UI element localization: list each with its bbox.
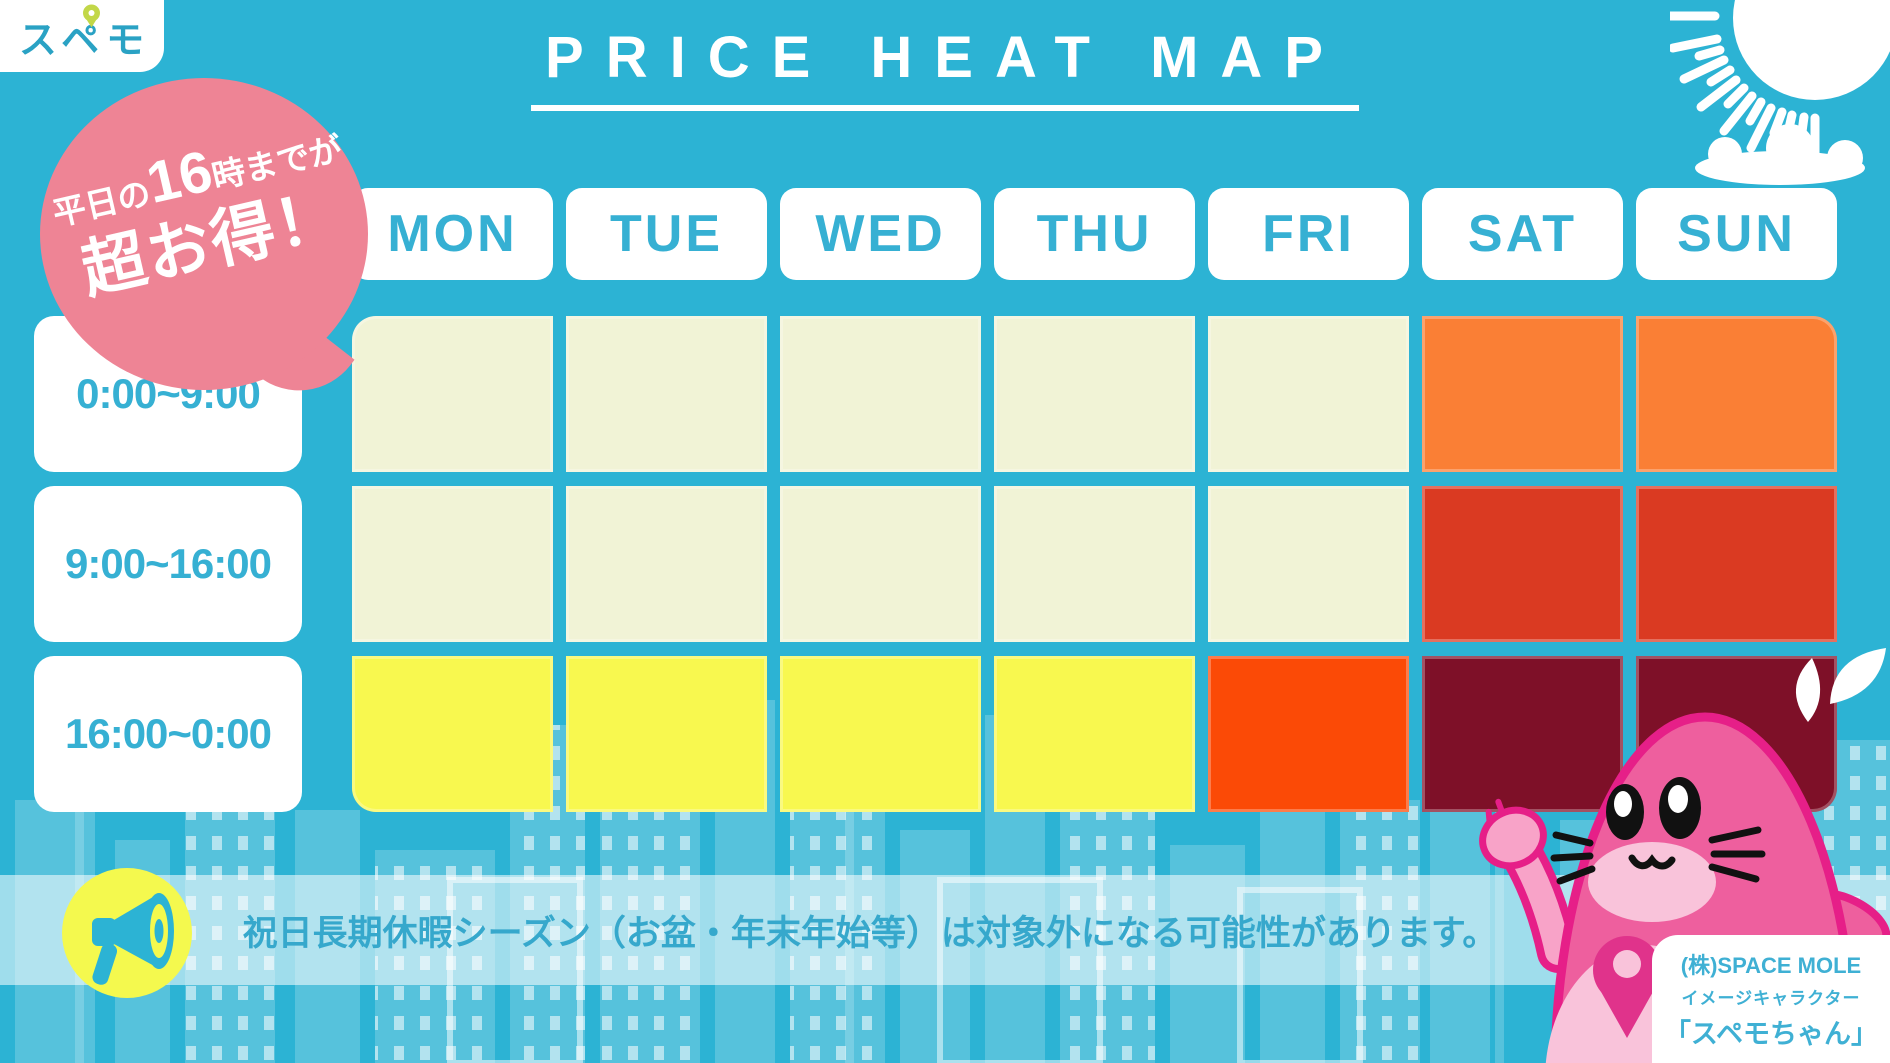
heat-cell-fri-2 <box>1208 656 1409 812</box>
sweat-drop-icon <box>1830 648 1886 704</box>
day-header-sun: SUN <box>1636 188 1837 280</box>
promo-line1-number: 16 <box>140 138 219 217</box>
heat-cell-sun-1 <box>1636 486 1837 642</box>
logo-badge: スペモ <box>0 0 164 72</box>
heat-cell-mon-0 <box>352 316 553 472</box>
heat-cell-wed-1 <box>780 486 981 642</box>
time-slot-2: 16:00~0:00 <box>34 656 302 812</box>
day-header-row: MON TUE WED THU FRI SAT SUN <box>352 188 1837 280</box>
notice-text: 祝日長期休暇シーズン（お盆・年末年始等）は対象外になる可能性があります。 <box>242 913 1498 953</box>
character-role: イメージキャラクター <box>1681 989 1861 1008</box>
heat-cell-wed-0 <box>780 316 981 472</box>
heat-cell-tue-1 <box>566 486 767 642</box>
logo-text: スペモ <box>18 19 152 62</box>
sweat-drop-icon <box>1795 658 1821 722</box>
day-header-fri: FRI <box>1208 188 1409 280</box>
day-header-tue: TUE <box>566 188 767 280</box>
heat-cell-sat-1 <box>1422 486 1623 642</box>
heat-cell-sun-0 <box>1636 316 1837 472</box>
megaphone-icon <box>62 868 192 998</box>
time-slot-column: 0:00~9:00 9:00~16:00 16:00~0:00 <box>34 316 302 812</box>
company-name: (株)SPACE MOLE <box>1680 953 1862 978</box>
belly-pin-icon <box>1593 936 1661 1038</box>
heat-cell-thu-1 <box>994 486 1195 642</box>
day-header-mon: MON <box>352 188 553 280</box>
heat-cell-tue-2 <box>566 656 767 812</box>
page-title: PRICE HEAT MAP <box>531 24 1359 111</box>
heat-cell-wed-2 <box>780 656 981 812</box>
cloud-icon <box>1695 124 1865 185</box>
day-header-wed: WED <box>780 188 981 280</box>
sun-icon <box>1670 0 1890 185</box>
heat-cell-sat-2 <box>1422 656 1623 812</box>
heat-cell-fri-0 <box>1208 316 1409 472</box>
promo-speech-bubble: 平日の16時までが 超お得！ <box>40 78 368 417</box>
speech-bubble-circle <box>40 78 368 390</box>
heat-cell-mon-2 <box>352 656 553 812</box>
character-name: 「スペモちゃん」 <box>1663 1019 1879 1049</box>
heat-cell-mon-1 <box>352 486 553 642</box>
heat-cell-sat-0 <box>1422 316 1623 472</box>
heat-cell-thu-2 <box>994 656 1195 812</box>
time-slot-1: 9:00~16:00 <box>34 486 302 642</box>
footer-card: (株)SPACE MOLE イメージキャラクター 「スペモちゃん」 <box>1652 935 1890 1063</box>
location-pin-icon <box>83 4 100 28</box>
heat-cell-fri-1 <box>1208 486 1409 642</box>
heat-cell-tue-0 <box>566 316 767 472</box>
day-header-thu: THU <box>994 188 1195 280</box>
heat-cell-thu-0 <box>994 316 1195 472</box>
day-header-sat: SAT <box>1422 188 1623 280</box>
